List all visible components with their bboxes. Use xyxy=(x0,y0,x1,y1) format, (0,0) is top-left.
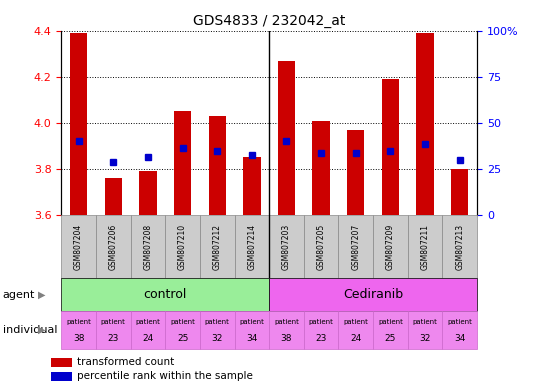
Text: 24: 24 xyxy=(350,334,361,343)
Text: Cediranib: Cediranib xyxy=(343,288,403,301)
Bar xyxy=(416,33,434,215)
Text: 38: 38 xyxy=(73,334,84,343)
Bar xyxy=(165,215,200,278)
Text: 34: 34 xyxy=(454,334,465,343)
Bar xyxy=(269,215,304,278)
Bar xyxy=(451,169,469,215)
Text: 32: 32 xyxy=(212,334,223,343)
Bar xyxy=(382,79,399,215)
Text: GSM807214: GSM807214 xyxy=(247,223,256,270)
Bar xyxy=(51,358,72,367)
Text: ▶: ▶ xyxy=(38,325,46,335)
Text: patient: patient xyxy=(378,319,403,325)
Text: 23: 23 xyxy=(108,334,119,343)
Bar xyxy=(408,215,442,278)
Bar xyxy=(61,311,96,349)
Bar xyxy=(200,311,235,349)
Text: GSM807203: GSM807203 xyxy=(282,223,291,270)
Text: patient: patient xyxy=(274,319,299,325)
Bar xyxy=(165,311,200,349)
Text: patient: patient xyxy=(101,319,126,325)
Bar xyxy=(235,311,269,349)
Bar xyxy=(338,311,373,349)
Text: patient: patient xyxy=(205,319,230,325)
Bar xyxy=(131,311,165,349)
Text: GSM807204: GSM807204 xyxy=(74,223,83,270)
Bar xyxy=(269,278,477,311)
Text: GSM807210: GSM807210 xyxy=(178,223,187,270)
Bar xyxy=(373,215,408,278)
Text: GSM807205: GSM807205 xyxy=(317,223,326,270)
Text: GSM807206: GSM807206 xyxy=(109,223,118,270)
Text: control: control xyxy=(143,288,187,301)
Title: GDS4833 / 232042_at: GDS4833 / 232042_at xyxy=(193,14,345,28)
Text: patient: patient xyxy=(66,319,91,325)
Bar xyxy=(104,178,122,215)
Bar xyxy=(312,121,330,215)
Bar xyxy=(96,311,131,349)
Bar xyxy=(96,215,131,278)
Bar xyxy=(304,311,338,349)
Text: GSM807211: GSM807211 xyxy=(421,224,430,270)
Text: GSM807212: GSM807212 xyxy=(213,224,222,270)
Text: patient: patient xyxy=(309,319,334,325)
Text: patient: patient xyxy=(447,319,472,325)
Bar xyxy=(174,111,191,215)
Bar xyxy=(347,130,365,215)
Text: 23: 23 xyxy=(316,334,327,343)
Text: 38: 38 xyxy=(281,334,292,343)
Text: percentile rank within the sample: percentile rank within the sample xyxy=(77,371,253,381)
Bar xyxy=(70,33,87,215)
Text: patient: patient xyxy=(239,319,264,325)
Bar xyxy=(208,116,226,215)
Bar xyxy=(278,61,295,215)
Bar xyxy=(61,278,269,311)
Bar xyxy=(442,311,477,349)
Text: patient: patient xyxy=(343,319,368,325)
Text: ▶: ▶ xyxy=(38,290,46,300)
Bar xyxy=(51,372,72,381)
Text: GSM807213: GSM807213 xyxy=(455,223,464,270)
Bar xyxy=(338,215,373,278)
Bar xyxy=(373,311,408,349)
Text: GSM807209: GSM807209 xyxy=(386,223,395,270)
Text: patient: patient xyxy=(170,319,195,325)
Bar xyxy=(235,215,269,278)
Bar xyxy=(139,171,157,215)
Text: 25: 25 xyxy=(385,334,396,343)
Bar xyxy=(408,311,442,349)
Text: GSM807207: GSM807207 xyxy=(351,223,360,270)
Bar xyxy=(200,215,235,278)
Bar xyxy=(243,157,261,215)
Text: patient: patient xyxy=(413,319,438,325)
Text: agent: agent xyxy=(3,290,35,300)
Bar xyxy=(269,311,304,349)
Text: individual: individual xyxy=(3,325,57,335)
Text: 34: 34 xyxy=(246,334,257,343)
Text: patient: patient xyxy=(135,319,160,325)
Text: 32: 32 xyxy=(419,334,431,343)
Text: transformed count: transformed count xyxy=(77,358,174,367)
Bar xyxy=(442,215,477,278)
Bar xyxy=(131,215,165,278)
Text: 25: 25 xyxy=(177,334,188,343)
Bar xyxy=(61,215,96,278)
Text: GSM807208: GSM807208 xyxy=(143,223,152,270)
Text: 24: 24 xyxy=(142,334,154,343)
Bar xyxy=(304,215,338,278)
